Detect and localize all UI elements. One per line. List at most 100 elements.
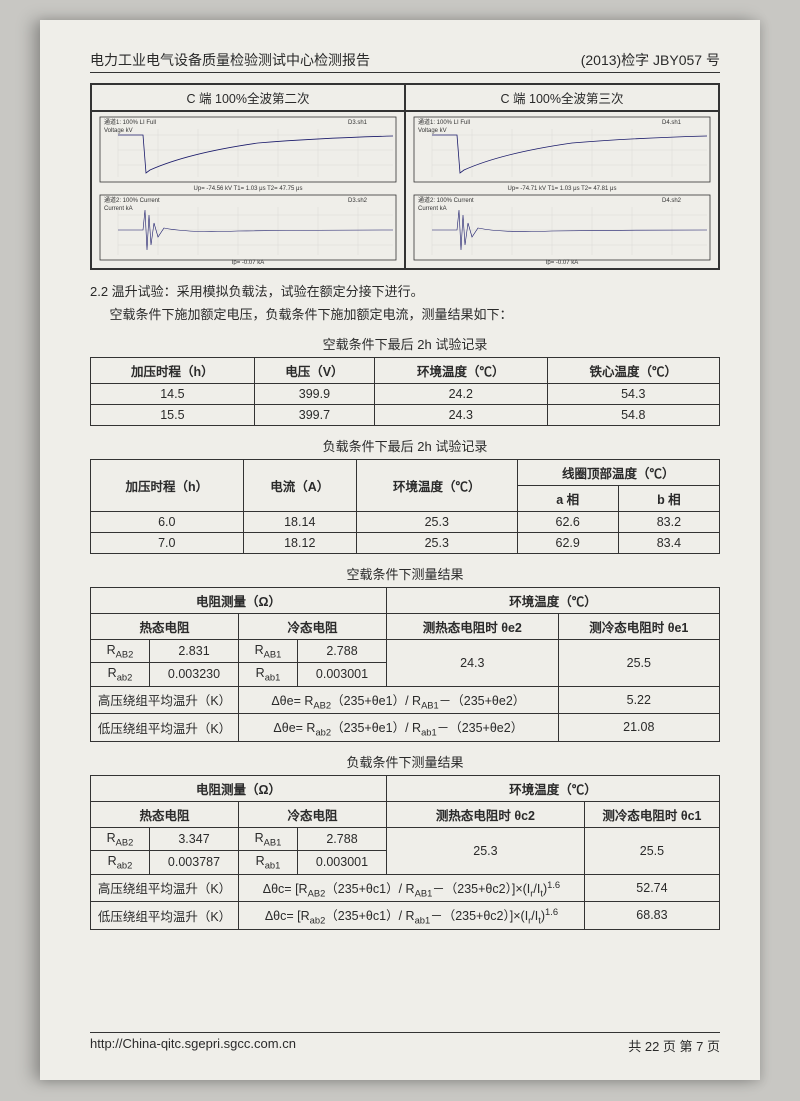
chart-label: D3.sh2: [348, 198, 368, 204]
chart-left-title: C 端 100%全波第二次: [92, 85, 404, 110]
th: 环境温度（℃）: [387, 587, 720, 613]
th: 铁心温度（℃）: [547, 357, 719, 383]
chart-label: D3.sh1: [348, 120, 368, 126]
table-2: 加压时程（h） 电流（A） 环境温度（℃） 线圈顶部温度（℃） a 相 b 相 …: [90, 459, 720, 554]
chart-label: D4.sh1: [662, 120, 682, 126]
th: 电阻测量（Ω）: [91, 587, 387, 613]
td: 0.003001: [298, 851, 387, 875]
table-3: 电阻测量（Ω） 环境温度（℃） 热态电阻 冷态电阻 测热态电阻时 θe2 测冷态…: [90, 587, 720, 742]
th: b 相: [618, 485, 719, 511]
td: 54.8: [547, 404, 719, 425]
th: 测热态电阻时 θe2: [387, 613, 559, 639]
table-4: 电阻测量（Ω） 环境温度（℃） 热态电阻 冷态电阻 测热态电阻时 θc2 测冷态…: [90, 775, 720, 930]
chart-caption: Ip= -0.07 kA: [546, 260, 579, 265]
th: 加压时程（h）: [91, 459, 244, 511]
td: Δθe= RAB2（235+θe1）/ RAB1－（235+θe2）: [239, 686, 559, 714]
chart-caption: Ip= -0.07 kA: [232, 260, 265, 265]
td: 25.3: [356, 511, 517, 532]
th: 测热态电阻时 θc2: [387, 801, 585, 827]
td: Δθc= [RAB2（235+θc1）/ RAB1－（235+θc2）]×(Ir…: [239, 874, 585, 902]
table-row: 15.5 399.7 24.3 54.8: [91, 404, 720, 425]
td: 0.003787: [150, 851, 239, 875]
td: 18.12: [243, 532, 356, 553]
td: 25.3: [387, 827, 585, 874]
td: 62.9: [517, 532, 618, 553]
para-2: 空载条件下施加额定电压，负载条件下施加额定电流，测量结果如下：: [90, 305, 720, 326]
td: 68.83: [584, 902, 719, 930]
td: 52.74: [584, 874, 719, 902]
td: 24.2: [375, 383, 547, 404]
table-row: 高压绕组平均温升（K） Δθe= RAB2（235+θe1）/ RAB1－（23…: [91, 686, 720, 714]
td: 21.08: [558, 714, 719, 742]
footer-page: 共 22 页 第 7 页: [628, 1036, 720, 1055]
chart-right-title: C 端 100%全波第三次: [406, 85, 718, 110]
chart-label: 通道2: 100% Current: [104, 196, 160, 204]
th: 测冷态电阻时 θc1: [584, 801, 719, 827]
chart-label: 通道1: 100% LI Full: [104, 118, 156, 126]
td: 62.6: [517, 511, 618, 532]
t1-title: 空载条件下最后 2h 试验记录: [90, 334, 720, 353]
table-row: RAB2 2.831 RAB1 2.788 24.3 25.5: [91, 639, 720, 663]
table-row: 6.0 18.14 25.3 62.6 83.2: [91, 511, 720, 532]
table-row: 14.5 399.9 24.2 54.3: [91, 383, 720, 404]
th: 环境温度（℃）: [387, 775, 720, 801]
td: 54.3: [547, 383, 719, 404]
chart-panel: C 端 100%全波第二次 C 端 100%全波第三次 通道1: 100% LI…: [90, 83, 720, 270]
table-row: RAB2 3.347 RAB1 2.788 25.3 25.5: [91, 827, 720, 851]
td: Rab1: [239, 663, 298, 687]
chart-label: Voltage kV: [104, 128, 133, 134]
td: 399.9: [254, 383, 374, 404]
chart-caption: Up= -74.56 kV T1= 1.03 μs T2= 47.75 μs: [194, 186, 303, 192]
td: 2.831: [150, 639, 239, 663]
para-1: 2.2 温升试验：采用模拟负载法，试验在额定分接下进行。: [90, 282, 720, 303]
chart-caption: Up= -74.71 kV T1= 1.03 μs T2= 47.81 μs: [508, 186, 617, 192]
td: 7.0: [91, 532, 244, 553]
td: Rab2: [91, 851, 150, 875]
td: 15.5: [91, 404, 255, 425]
td: 5.22: [558, 686, 719, 714]
td: 399.7: [254, 404, 374, 425]
td: 低压绕组平均温升（K）: [91, 714, 239, 742]
chart-right: 通道1: 100% LI Full D4.sh1 Voltage kV Up= …: [405, 111, 719, 269]
th: 热态电阻: [91, 613, 239, 639]
td: 低压绕组平均温升（K）: [91, 902, 239, 930]
th: 线圈顶部温度（℃）: [517, 459, 719, 485]
th: 电压（V）: [254, 357, 374, 383]
td: 高压绕组平均温升（K）: [91, 686, 239, 714]
td: Rab1: [239, 851, 298, 875]
td: 0.003230: [150, 663, 239, 687]
td: 2.788: [298, 827, 387, 851]
footer: http://China-qitc.sgepri.sgcc.com.cn 共 2…: [90, 1032, 720, 1055]
td: 24.3: [375, 404, 547, 425]
td: Rab2: [91, 663, 150, 687]
td: 18.14: [243, 511, 356, 532]
chart-label: Voltage kV: [418, 128, 447, 134]
th: 电流（A）: [243, 459, 356, 511]
th: 环境温度（℃）: [356, 459, 517, 511]
td: RAB1: [239, 639, 298, 663]
t3-title: 空载条件下测量结果: [90, 564, 720, 583]
td: 83.2: [618, 511, 719, 532]
footer-url: http://China-qitc.sgepri.sgcc.com.cn: [90, 1036, 296, 1055]
td: 24.3: [387, 639, 559, 686]
td: RAB2: [91, 827, 150, 851]
chart-label: 通道2: 100% Current: [418, 196, 474, 204]
chart-label: Current kA: [104, 206, 133, 212]
td: 83.4: [618, 532, 719, 553]
th: 冷态电阻: [239, 613, 387, 639]
table-1: 加压时程（h） 电压（V） 环境温度（℃） 铁心温度（℃） 14.5 399.9…: [90, 357, 720, 426]
td: 0.003001: [298, 663, 387, 687]
td: 高压绕组平均温升（K）: [91, 874, 239, 902]
td: 6.0: [91, 511, 244, 532]
table-row: 7.0 18.12 25.3 62.9 83.4: [91, 532, 720, 553]
th: 电阻测量（Ω）: [91, 775, 387, 801]
header-left: 电力工业电气设备质量检验测试中心检测报告: [90, 50, 370, 70]
td: 25.3: [356, 532, 517, 553]
header: 电力工业电气设备质量检验测试中心检测报告 (2013)检字 JBY057 号: [90, 50, 720, 73]
td: 3.347: [150, 827, 239, 851]
table-row: 低压绕组平均温升（K） Δθe= Rab2（235+θe1）/ Rab1－（23…: [91, 714, 720, 742]
table-row: 低压绕组平均温升（K） Δθc= [Rab2（235+θc1）/ Rab1－（2…: [91, 902, 720, 930]
th: 环境温度（℃）: [375, 357, 547, 383]
td: RAB2: [91, 639, 150, 663]
th: 冷态电阻: [239, 801, 387, 827]
